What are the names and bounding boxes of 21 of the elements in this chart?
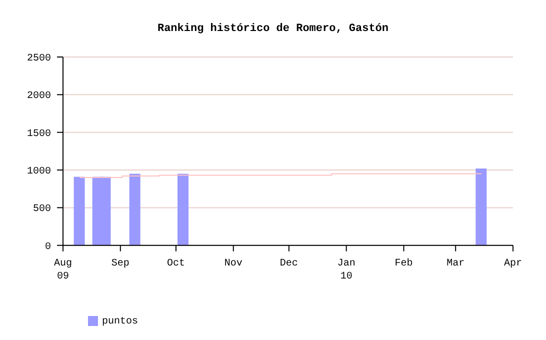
y-tick-label: 2500	[26, 54, 51, 65]
x-tick-label: Nov	[224, 258, 242, 270]
bar	[476, 168, 487, 246]
y-tick-label: 1000	[26, 166, 51, 178]
bar	[178, 174, 188, 246]
y-tick-label: 1500	[26, 128, 51, 140]
chart-title: Ranking histórico de Romero, Gastón	[156, 23, 390, 35]
x-tick-label: Mar	[446, 258, 465, 270]
y-tick-label: 500	[32, 204, 51, 216]
bar	[74, 176, 85, 246]
bar	[129, 174, 140, 246]
x-tick-label: Oct	[166, 258, 185, 270]
x-tick-label: Aug 09	[54, 258, 72, 282]
y-tick-label: 0	[44, 242, 51, 253]
x-tick-label: Jan 10	[337, 258, 356, 282]
x-tick-label: Feb	[394, 257, 413, 270]
legend-label: puntos	[102, 317, 138, 328]
x-tick-label: Dec	[280, 258, 298, 270]
x-tick-label: Apr	[504, 258, 522, 270]
x-tick-label: Sep	[111, 258, 130, 270]
y-tick-label: 2000	[26, 91, 51, 102]
